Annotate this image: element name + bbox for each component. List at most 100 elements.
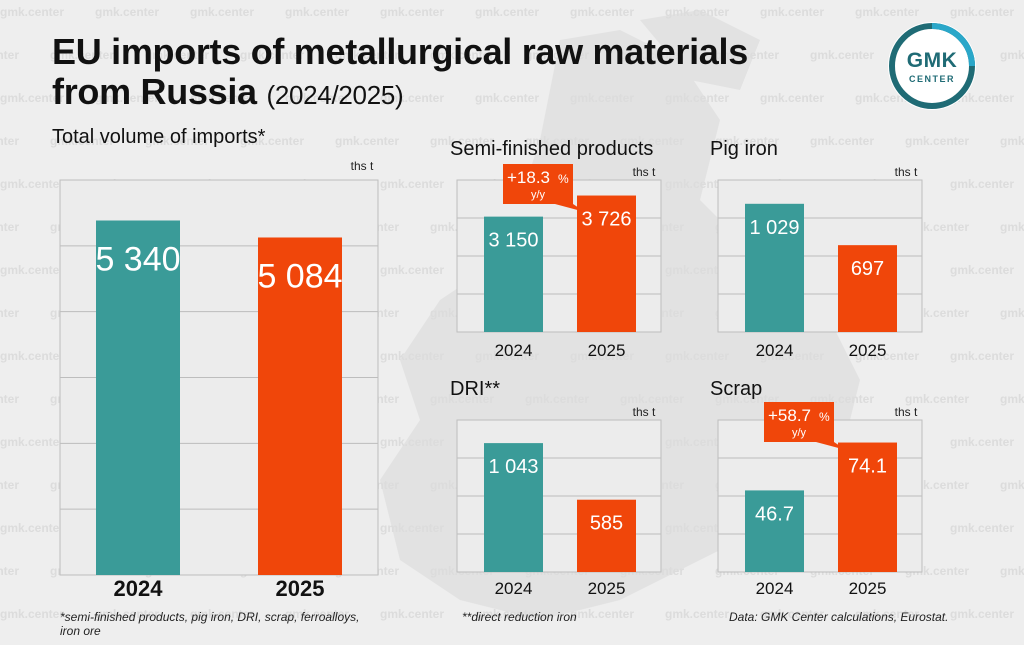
pig-chart: ths t 1 029 2024 697 2025: [717, 165, 923, 360]
watermark-text: gmk.center: [285, 5, 349, 19]
total-unit-label: ths t: [351, 159, 374, 173]
watermark-text: gmk.center: [950, 435, 1014, 449]
watermark-text: gmk.center: [380, 263, 444, 277]
watermark-text: gmk.center: [285, 607, 349, 621]
semi-bar-2024: [484, 216, 543, 332]
watermark-text: gmk.center: [475, 91, 539, 105]
dri-unit-label: ths t: [633, 405, 656, 419]
scrap-category-label-2024: 2024: [756, 579, 794, 598]
scrap-callout-box: [764, 402, 834, 442]
scrap-callout-unit: %: [819, 410, 830, 424]
semi-category-label-2024: 2024: [495, 341, 533, 360]
watermark-text: gmk.center: [950, 177, 1014, 191]
watermark-text: gmk.center: [715, 48, 779, 62]
watermark-text: gmk.center: [190, 91, 254, 105]
watermark-text: gmk.center: [380, 435, 444, 449]
watermark-text: gmk.center: [855, 5, 919, 19]
watermark-text: gmk.center: [0, 607, 64, 621]
watermark-text: gmk.center: [665, 5, 729, 19]
watermark-text: gmk.center: [0, 306, 19, 320]
total-chart: ths t 5 340 2024 5 084 2025: [59, 159, 379, 601]
watermark-text: gmk.center: [475, 349, 539, 363]
watermark-text: gmk.center: [380, 5, 444, 19]
watermark-text: gmk.center: [570, 607, 634, 621]
watermark-text: gmk.center: [285, 91, 349, 105]
watermark-text: gmk.center: [715, 134, 779, 148]
watermark-text: gmk.center: [145, 48, 209, 62]
watermark-text: gmk.center: [950, 349, 1014, 363]
watermark-text: gmk.center: [0, 48, 19, 62]
scrap-callout-sub: y/y: [792, 427, 807, 439]
watermark-text: gmk.center: [95, 607, 159, 621]
watermark-text: gmk.center: [1000, 306, 1024, 320]
semi-growth-callout: +18.3 % y/y: [503, 164, 585, 212]
watermark-text: gmk.center: [855, 349, 919, 363]
watermark-text: gmk.center: [665, 607, 729, 621]
watermark-text: gmk.center: [1000, 134, 1024, 148]
semi-unit-label: ths t: [633, 165, 656, 179]
total-bar-2025: [258, 237, 342, 575]
pig-category-label-2024: 2024: [756, 341, 794, 360]
watermark-text: gmk.center: [715, 392, 779, 406]
watermark-text: gmk.center: [475, 607, 539, 621]
watermark-text: gmk.center: [380, 607, 444, 621]
logo-text-sub: CENTER: [908, 74, 955, 84]
footnote-dri: **direct reduction iron: [462, 610, 577, 624]
watermark-text: gmk.center: [665, 435, 729, 449]
watermark-text: gmk.center: [620, 134, 684, 148]
scrap-growth-callout: +58.7 % y/y: [764, 402, 846, 450]
watermark-text: gmk.center: [190, 607, 254, 621]
semi-bar-2025: [577, 195, 636, 332]
gmk-center-logo: GMK CENTER: [888, 22, 976, 110]
watermark-text: gmk.center: [810, 48, 874, 62]
watermark-text: gmk.center: [0, 134, 19, 148]
total-category-label-2025: 2025: [276, 576, 325, 601]
semi-value-label-2025: 3 726: [581, 209, 631, 231]
watermark-text: gmk.center: [665, 91, 729, 105]
semi-callout-value: +18.3: [507, 168, 550, 187]
watermark-text: gmk.center: [760, 5, 824, 19]
watermark-text: gmk.center: [50, 134, 114, 148]
watermark-text: gmk.center: [525, 392, 589, 406]
pig-category-label-2025: 2025: [849, 341, 887, 360]
watermark-text: gmk.center: [95, 5, 159, 19]
scrap-value-label-2025: 74.1: [848, 456, 887, 478]
semi-category-label-2025: 2025: [588, 341, 626, 360]
watermark-text: gmk.center: [905, 134, 969, 148]
watermark-text: gmk.center: [335, 134, 399, 148]
watermark-text: gmk.center: [0, 564, 19, 578]
watermark-text: gmk.center: [1000, 48, 1024, 62]
dri-bar-2025: [577, 499, 636, 572]
watermark-text: gmk.center: [430, 392, 494, 406]
scrap-value-label-2024: 46.7: [755, 503, 794, 525]
watermark-text: gmk.center: [380, 177, 444, 191]
watermark-text: gmk.center: [0, 5, 64, 19]
pig-bar-2025: [838, 245, 897, 332]
semi-value-label-2024: 3 150: [488, 230, 538, 252]
watermark-text: gmk.center: [475, 5, 539, 19]
pig-unit-label: ths t: [895, 165, 918, 179]
watermark-text: gmk.center: [335, 48, 399, 62]
dri-bar-2024: [484, 443, 543, 572]
watermark-text: gmk.center: [430, 134, 494, 148]
logo-ring-icon: [889, 23, 975, 109]
scrap-chart-title: Scrap: [710, 378, 763, 400]
watermark-text: gmk.center: [380, 521, 444, 535]
watermark-text: gmk.center: [570, 349, 634, 363]
total-category-label-2024: 2024: [114, 576, 164, 601]
watermark-text: gmk.center: [430, 48, 494, 62]
source-note: Data: GMK Center calculations, Eurostat.: [729, 610, 949, 624]
watermark-text: gmk.center: [0, 392, 19, 406]
watermark-text: gmk.center: [240, 134, 304, 148]
watermark-text: gmk.center: [1000, 220, 1024, 234]
pig-chart-title: Pig iron: [710, 138, 778, 160]
footnote-total-line-2: iron ore: [60, 624, 101, 638]
footnote-total: *semi-finished products, pig iron, DRI, …: [60, 610, 359, 638]
page-title: EU imports of metallurgical raw material…: [52, 32, 748, 115]
watermark-text: gmk.center: [665, 521, 729, 535]
watermark-text: gmk.center: [0, 435, 64, 449]
total-value-label-2025: 5 084: [257, 257, 342, 295]
watermark-text: gmk.center: [0, 521, 64, 535]
watermark-text: gmk.center: [950, 263, 1014, 277]
